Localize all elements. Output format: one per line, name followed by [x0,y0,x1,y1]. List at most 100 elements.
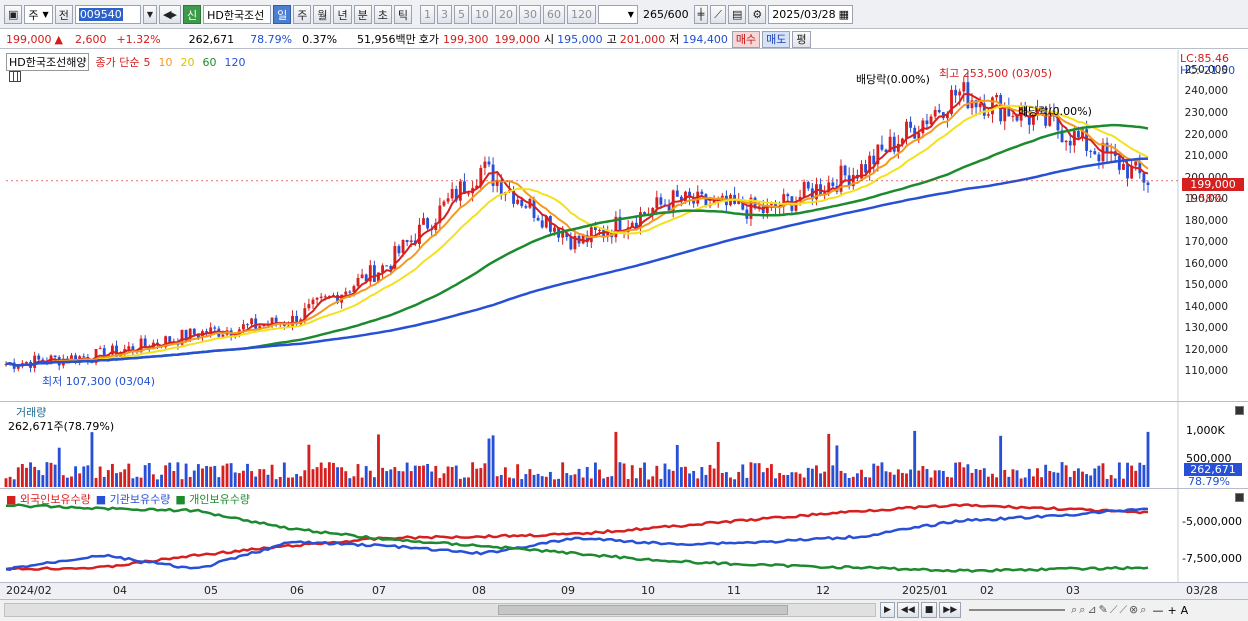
interval-button-5[interactable]: 5 [453,5,469,24]
candle-body [94,349,98,363]
date-field[interactable]: 2025/03/28 ▦ [768,5,854,24]
period-button-year[interactable]: 년 [333,5,352,24]
candle-body [164,336,168,348]
stop-icon[interactable]: ■ [920,602,938,618]
chart-type-icon[interactable]: ╪ [693,5,709,24]
interval-button-20[interactable]: 20 [494,5,517,24]
zoom-out-icon[interactable]: — [1152,603,1164,617]
interval-button-60[interactable]: 60 [542,5,565,24]
stock-name-field[interactable]: HD한국조선 [203,5,272,24]
buy-button[interactable]: 매수 [731,30,761,48]
sell-button[interactable]: 매도 [762,30,791,48]
calendar-icon[interactable]: ▦ [838,8,850,21]
x-label: 09 [561,584,575,597]
candle-body [630,222,634,228]
price-y-tick: 220,000 [1184,128,1228,141]
price-panel-title: HD한국조선해양 [6,53,90,71]
volume-bar [532,474,536,487]
volume-bar [933,470,937,487]
legend-foreign-label: 외국인보유수량 [19,493,91,506]
stock-code-input[interactable]: 009540 [74,5,141,24]
period-button-month[interactable]: 월 [313,5,332,24]
zoom-slider[interactable] [969,609,1066,611]
volume-bar [941,470,945,487]
volume-bar [1056,472,1060,487]
period-button-tick[interactable]: 틱 [393,5,412,24]
candle-body [520,199,524,207]
play-icon[interactable]: ▶ [880,602,895,618]
rewind-icon[interactable]: ◀◀ [896,602,919,618]
candle-body [1105,142,1109,154]
volume-bar [241,470,245,487]
period-button-second[interactable]: 초 [373,5,392,24]
save-icon[interactable]: ▤ [727,5,747,24]
volume-current: 262,671주(78.79%) [8,420,115,433]
volume-bar [1023,477,1027,487]
volume-bar [733,479,737,487]
holdings-panel[interactable]: ■ 외국인보유수량 ■ 기관보유수량 ■ 개인보유수량 -5,000,000 -… [0,489,1248,583]
eval-button[interactable]: 평 [792,30,811,48]
font-size-icon[interactable]: A [1180,603,1189,617]
count-field[interactable]: 265/600 [640,5,692,24]
grid-icon[interactable] [9,71,21,82]
gear-icon[interactable]: ⚙ [748,5,767,24]
candle-body [667,205,671,211]
candle-body [946,113,949,119]
scroll-track[interactable] [4,603,876,617]
candle-body [1048,110,1052,126]
interval-custom-select[interactable]: ▼ [597,5,638,24]
candle-body [115,345,118,357]
candle-body [487,161,491,165]
ma-line-20 [5,104,1149,367]
volume-bar [585,466,589,487]
volume-bar [20,463,24,487]
zoom-in-icon[interactable]: + [1167,603,1177,617]
period-button-minute[interactable]: 분 [353,5,372,24]
price-y-tick: 110,000 [1184,365,1228,378]
candle-body [168,336,172,343]
period-button-day[interactable]: 일 [273,5,292,24]
volume-bar [360,477,364,487]
legend-individual: ■ 개인보유수량 [175,493,250,506]
interval-button-1[interactable]: 1 [419,5,435,24]
period-button-week[interactable]: 주 [293,5,312,24]
candle-body [1011,115,1015,117]
code-dropdown-button[interactable]: ▼ [142,5,157,24]
window-icon[interactable]: ▣ [4,5,23,24]
scroll-thumb[interactable] [498,605,788,615]
period-select[interactable]: 주 ▼ [24,5,53,24]
credit-badge: 신 [182,5,202,24]
draw-tool-icon[interactable]: ⟋ [710,5,726,24]
volume-bar [651,476,655,487]
draw-tools-icon[interactable]: ⌕⌕⊿✎⟋⟋⊗⌕ [1071,603,1149,616]
candle-body [995,95,998,98]
interval-button-30[interactable]: 30 [518,5,541,24]
volume-bar [937,470,941,487]
volume-bar [1113,478,1117,487]
volume-bar [782,474,786,487]
close-icon[interactable] [1235,406,1244,415]
jeon-button[interactable]: 전 [54,5,73,24]
interval-button-120[interactable]: 120 [566,5,596,24]
volume-bar [716,441,720,487]
ask-price: 199,300 [443,32,489,46]
candle-body [307,304,311,309]
volume-bar [970,472,974,487]
volume-bar [352,476,356,487]
price-chart-panel[interactable]: HD한국조선해양 종가 단순 5 10 20 60 120 LC:85.46 H… [0,50,1248,402]
interval-button-10[interactable]: 10 [470,5,493,24]
volume-bar [344,471,348,487]
interval-button-3[interactable]: 3 [436,5,452,24]
current-price-tag: 199,000 [1182,178,1244,191]
volume-bar [98,466,102,487]
chart-scrollbar[interactable]: ▶ ◀◀ ■ ▶▶ ⌕⌕⊿✎⟋⟋⊗⌕ — + A [0,600,1248,621]
volume-bar [33,466,37,487]
candle-body [655,197,659,208]
speaker-icon[interactable]: ◀▸ [158,5,181,24]
volume-bar [528,469,532,487]
volume-panel[interactable]: 거래량 262,671주(78.79%) 1,000K 500,000 262,… [0,402,1248,489]
close-icon[interactable] [1235,493,1244,502]
candle-body [794,201,798,211]
fast-forward-icon[interactable]: ▶▶ [939,602,962,618]
ma-line-120 [5,157,1149,367]
